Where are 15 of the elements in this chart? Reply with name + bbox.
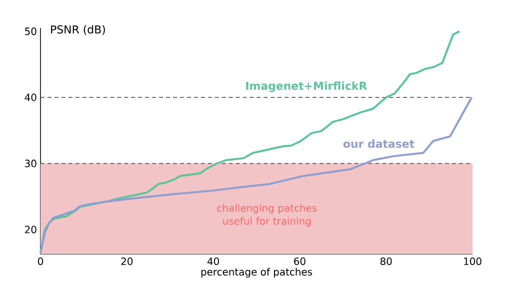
y-tick-label: 20 — [25, 226, 36, 234]
y-tick-label: 30 — [25, 160, 36, 168]
x-tick-label: 80 — [380, 258, 392, 266]
x-axis-title: percentage of patches — [201, 268, 312, 278]
series-label: Imagenet+MirflickR — [246, 81, 367, 92]
series-label: our dataset — [343, 139, 414, 148]
y-tick-label: 50 — [25, 28, 36, 36]
y-axis-title: PSNR (dB) — [51, 25, 105, 35]
x-tick-label: 0 — [38, 258, 44, 266]
y-tick-label: 40 — [24, 94, 36, 102]
x-tick-label: 40 — [207, 258, 219, 266]
x-tick-label: 20 — [121, 258, 133, 266]
band-label: challenging patches useful for training — [217, 204, 317, 227]
x-tick-label: 100 — [464, 258, 482, 266]
x-tick-label: 60 — [294, 258, 306, 266]
